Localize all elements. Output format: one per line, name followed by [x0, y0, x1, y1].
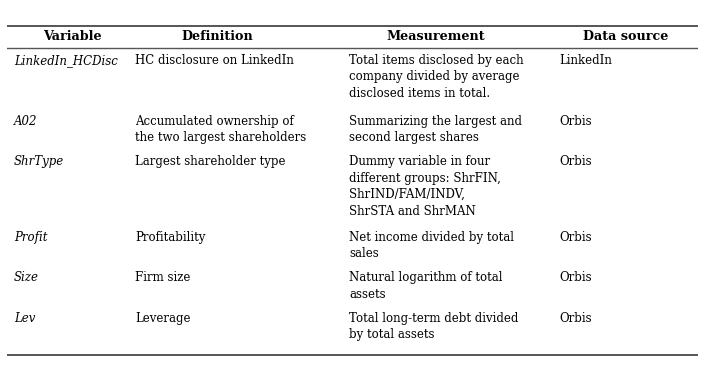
Text: Size: Size	[14, 271, 39, 284]
Text: Orbis: Orbis	[560, 312, 592, 324]
Text: LinkedIn: LinkedIn	[560, 54, 613, 67]
Text: Orbis: Orbis	[560, 155, 592, 168]
Text: A02: A02	[14, 115, 37, 128]
Text: Lev: Lev	[14, 312, 35, 324]
Text: Data source: Data source	[583, 30, 668, 43]
Text: Variable: Variable	[44, 30, 102, 43]
Text: Orbis: Orbis	[560, 231, 592, 244]
Text: HC disclosure on LinkedIn: HC disclosure on LinkedIn	[135, 54, 294, 67]
Text: Measurement: Measurement	[386, 30, 485, 43]
Text: Firm size: Firm size	[135, 271, 190, 284]
Text: Summarizing the largest and
second largest shares: Summarizing the largest and second large…	[349, 115, 522, 144]
Text: Net income divided by total
sales: Net income divided by total sales	[349, 231, 514, 260]
Text: Leverage: Leverage	[135, 312, 190, 324]
Text: LinkedIn_HCDisc: LinkedIn_HCDisc	[14, 54, 118, 67]
Text: Accumulated ownership of
the two largest shareholders: Accumulated ownership of the two largest…	[135, 115, 306, 144]
Text: Orbis: Orbis	[560, 271, 592, 284]
Text: Largest shareholder type: Largest shareholder type	[135, 155, 286, 168]
Text: Dummy variable in four
different groups: ShrFIN,
ShrIND/FAM/INDV,
ShrSTA and Shr: Dummy variable in four different groups:…	[349, 155, 501, 218]
Text: Total items disclosed by each
company divided by average
disclosed items in tota: Total items disclosed by each company di…	[349, 54, 524, 100]
Text: Profitability: Profitability	[135, 231, 205, 244]
Text: Definition: Definition	[182, 30, 254, 43]
Text: ShrType: ShrType	[14, 155, 64, 168]
Text: Total long-term debt divided
by total assets: Total long-term debt divided by total as…	[349, 312, 518, 341]
Text: Profit: Profit	[14, 231, 47, 244]
Text: Natural logarithm of total
assets: Natural logarithm of total assets	[349, 271, 503, 301]
Text: Orbis: Orbis	[560, 115, 592, 128]
